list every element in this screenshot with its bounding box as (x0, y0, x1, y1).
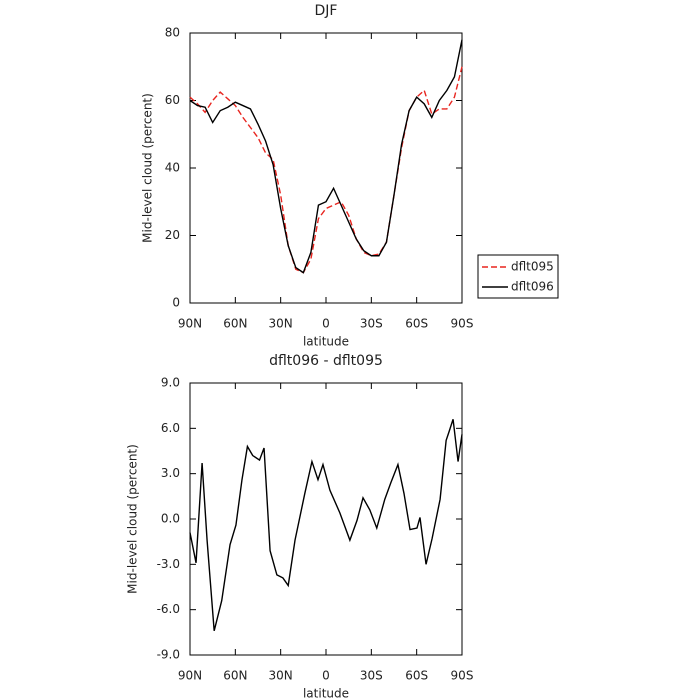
x-tick-label: 30N (269, 317, 293, 331)
x-tick-label: 90N (178, 669, 202, 683)
chart-title: DJF (315, 3, 338, 19)
legend-box (477, 254, 559, 299)
x-tick-label: 30N (269, 669, 293, 683)
y-tick-label: 40 (165, 161, 180, 175)
legend-label: dflt096 (511, 280, 554, 294)
y-tick-label: 0 (172, 296, 180, 310)
x-tick-label: 30S (360, 317, 383, 331)
legend-label: dflt095 (511, 260, 554, 274)
y-tick-label: 80 (165, 26, 180, 40)
x-tick-label: 90N (178, 317, 202, 331)
x-tick-label: 90S (451, 317, 474, 331)
y-tick-label: -6.0 (157, 602, 180, 616)
line (189, 39, 463, 274)
x-tick-label: 0 (322, 317, 330, 331)
line (189, 419, 463, 631)
x-tick-label: 60S (405, 317, 428, 331)
y-axis-label: Mid-level cloud (percent) (141, 93, 155, 243)
x-axis-label: latitude (303, 687, 349, 700)
y-tick-label: 3.0 (161, 466, 180, 480)
y-tick-label: 60 (165, 93, 180, 107)
x-tick-label: 60N (223, 317, 247, 331)
y-tick-label: 0.0 (161, 512, 180, 526)
x-tick-label: 90S (451, 669, 474, 683)
x-axis-label: latitude (303, 335, 349, 349)
x-tick-label: 30S (360, 669, 383, 683)
x-tick-label: 60S (405, 669, 428, 683)
line (189, 66, 463, 274)
y-tick-label: 9.0 (161, 376, 180, 390)
plot-frame (189, 32, 463, 304)
y-tick-label: 20 (165, 228, 180, 242)
plot-frame (189, 382, 463, 656)
y-tick-label: -9.0 (157, 648, 180, 662)
x-tick-label: 0 (322, 669, 330, 683)
chart-title: dflt096 - dflt095 (269, 353, 383, 369)
y-tick-label: -3.0 (157, 557, 180, 571)
y-tick-label: 6.0 (161, 421, 180, 435)
y-axis-label: Mid-level cloud (percent) (126, 444, 140, 594)
x-tick-label: 60N (223, 669, 247, 683)
